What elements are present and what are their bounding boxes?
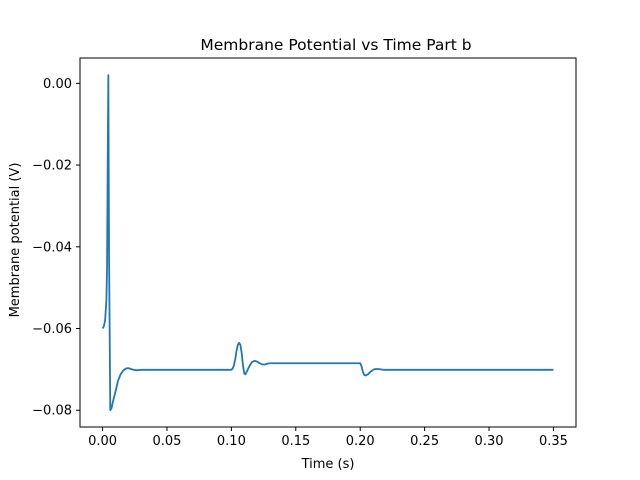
y-axis-label: Membrane potential (V) xyxy=(8,163,23,318)
series-line xyxy=(101,74,554,412)
x-axis-label: Time (s) xyxy=(301,457,355,472)
x-tick-label: 0.05 xyxy=(152,434,181,449)
x-tick-label: 0.35 xyxy=(539,434,568,449)
x-tick-label: 0.25 xyxy=(410,434,439,449)
chart-title: Membrane Potential vs Time Part b xyxy=(200,36,471,54)
x-tick-label: 0.20 xyxy=(346,434,375,449)
y-tick-label: −0.04 xyxy=(32,240,72,255)
plot-area xyxy=(101,74,554,412)
x-tick-label: 0.15 xyxy=(281,434,310,449)
x-axis: 0.00 0.05 0.10 0.15 0.20 0.25 0.30 0.35 xyxy=(88,427,568,449)
plot-frame xyxy=(79,57,577,428)
y-axis: 0.00 −0.02 −0.04 −0.06 −0.08 xyxy=(32,77,80,419)
x-tick-label: 0.10 xyxy=(217,434,246,449)
y-tick-label: −0.08 xyxy=(32,404,72,419)
x-tick-label: 0.30 xyxy=(475,434,504,449)
x-tick-label: 0.00 xyxy=(88,434,117,449)
y-tick-label: −0.06 xyxy=(32,322,72,337)
y-tick-label: 0.00 xyxy=(43,77,72,92)
y-tick-label: −0.02 xyxy=(32,159,72,174)
